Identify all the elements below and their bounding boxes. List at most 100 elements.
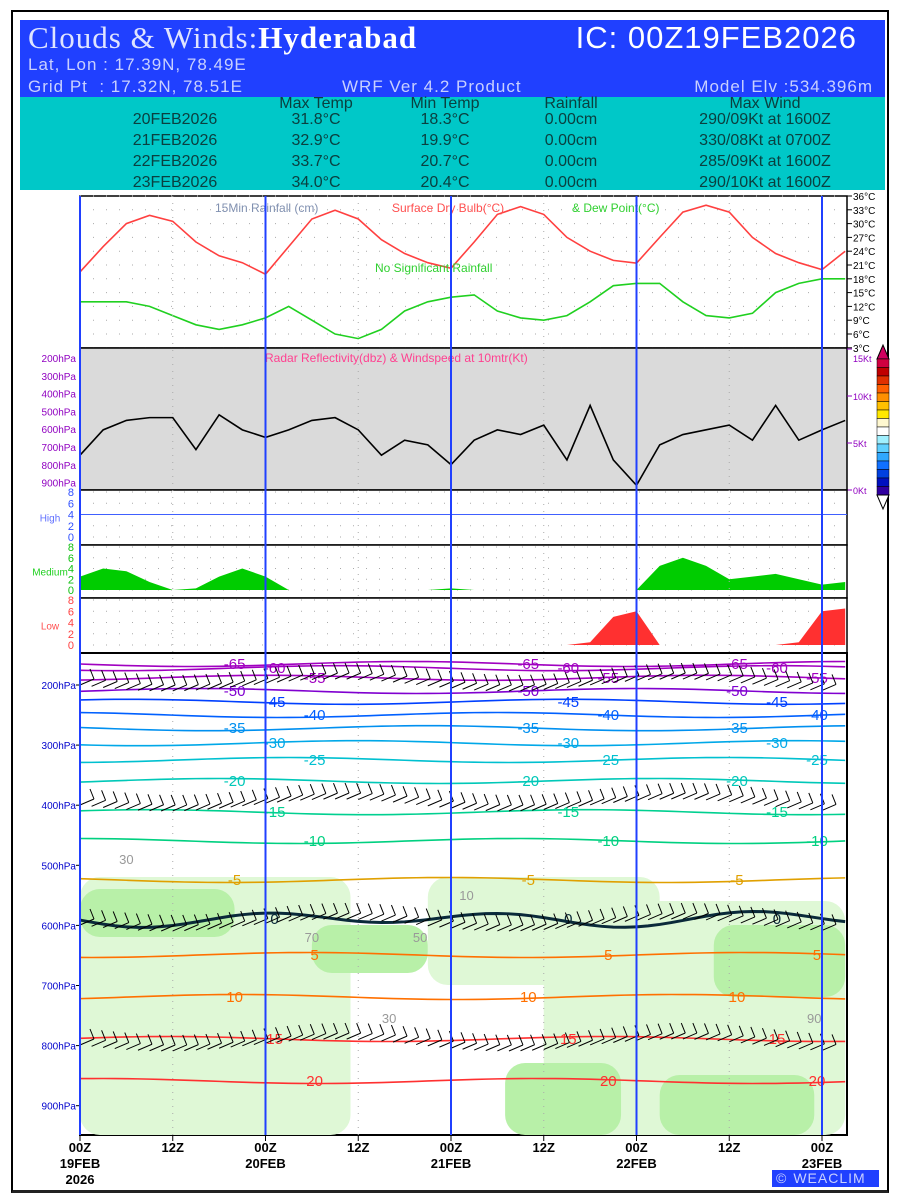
wind-barb (79, 908, 95, 926)
model-product: WRF Ver 4.2 Product (342, 77, 522, 96)
wind-barb (729, 665, 744, 683)
wind-barb (589, 668, 605, 686)
wind-barb (358, 663, 373, 681)
wind-barb (195, 1033, 211, 1051)
wind-barb (300, 1024, 315, 1041)
wind-barb (555, 792, 570, 810)
wind-barb (195, 913, 211, 931)
colorbar-bottom-arrow (876, 494, 890, 511)
cloud-layer-label: Medium (32, 568, 68, 579)
year-label: 2026 (66, 1172, 95, 1187)
wind-barb (729, 1025, 744, 1043)
wind-barb (473, 793, 489, 811)
row-value: 330/08Kt at 0700Z (699, 132, 831, 149)
row-date: 23FEB2026 (132, 174, 218, 191)
wind-barb (172, 794, 188, 812)
wind-barb (91, 910, 107, 927)
wind-barb (508, 674, 524, 692)
wind-barb (462, 793, 478, 810)
colorbar-swatch (876, 401, 890, 411)
legend-rainfall: 15Min Rainfall (cm) (215, 201, 318, 215)
isotherm-label: -50 (517, 683, 539, 700)
cloud-tick: 8 (68, 487, 74, 499)
col-header: Rainfall (544, 95, 598, 112)
isotherm-label: -60 (264, 660, 286, 677)
wind-barb (207, 913, 222, 930)
isotherm-label: -30 (557, 735, 579, 752)
wind-barb (740, 906, 756, 924)
cloud-tick: 0 (68, 640, 74, 652)
wind-barb (520, 794, 536, 812)
wind-barb (647, 783, 663, 801)
isotherm-label: -55 (597, 670, 619, 687)
time-tick-label: 00Z (69, 1140, 91, 1155)
wind-barb (543, 913, 559, 930)
wind-barb (578, 1030, 593, 1047)
wind-barb (91, 1030, 107, 1047)
wind-barb (184, 1034, 199, 1052)
isotherm-line (79, 739, 846, 747)
isotherm-label: -40 (304, 707, 326, 724)
rh-shading (505, 1063, 622, 1135)
wind-barb (694, 783, 709, 800)
wind-barb (334, 662, 350, 680)
wind-barb (555, 1032, 570, 1050)
wind-barb (218, 672, 234, 689)
rh-shading (80, 877, 351, 1135)
wind-barb (91, 790, 107, 807)
wind-barb (276, 665, 292, 683)
wind-barb (392, 665, 408, 683)
wind-barb (300, 904, 315, 921)
wind-barb (566, 791, 582, 808)
wind-barb (392, 1025, 408, 1043)
rh-label: 70 (305, 930, 319, 945)
rh-shading (713, 925, 846, 997)
wind-barb (126, 673, 141, 690)
row-value: 34.0°C (291, 174, 341, 191)
wind-barb (102, 671, 118, 688)
wind-barb (137, 1034, 153, 1051)
wind-barb (798, 792, 814, 810)
time-tick-label: 00Z (440, 1140, 462, 1155)
row-value: 0.00cm (544, 153, 598, 170)
wind-barb (381, 904, 396, 922)
wind-barb (311, 903, 327, 920)
isotherm-label: -40 (597, 707, 619, 724)
wind-barb (346, 782, 362, 800)
wind-barb (230, 1030, 246, 1048)
pressure-label: 500hPa (42, 861, 77, 872)
rh-label: 10 (459, 888, 473, 903)
daily-summary-table: Max Temp Min Temp Rainfall Max Wind 20FE… (20, 95, 885, 191)
credit-text: WEACLIM (793, 1170, 866, 1186)
colorbar-swatch (876, 486, 890, 496)
cloud-tick: 6 (68, 606, 74, 618)
wind-barb (682, 1022, 698, 1040)
wind-barb (416, 1028, 431, 1046)
row-date: 22FEB2026 (132, 153, 218, 170)
isotherm-label: -50 (224, 683, 246, 700)
wind-barb (659, 1023, 675, 1040)
wind-barb (207, 793, 222, 810)
isotherm-label: 20 (306, 1073, 323, 1090)
wind-barb (462, 673, 478, 690)
wind-barb (821, 1034, 837, 1051)
wind-barb (102, 1031, 118, 1048)
row-value: 0.00cm (544, 111, 598, 128)
isotherm-label: -45 (766, 694, 788, 711)
isotherm-label: 20 (600, 1073, 617, 1090)
cloud-layer-label: High (40, 514, 61, 525)
pressure-label: 900hPa (42, 479, 77, 490)
wind-barb (601, 907, 617, 925)
wind-barb (601, 667, 617, 685)
radar-title: Radar Reflectivity(dbz) & Windspeed at 1… (265, 351, 528, 365)
wind-barb (497, 914, 512, 932)
wind-barb (787, 791, 802, 809)
row-value: 20.7°C (420, 153, 470, 170)
colorbar-swatch (876, 409, 890, 419)
wind-barb (265, 907, 280, 924)
isotherm-label: -45 (557, 694, 579, 711)
wind-barb (230, 790, 246, 808)
wind-barb (775, 910, 791, 928)
isotherm-label: -20 (517, 773, 539, 790)
wind-barb (381, 664, 396, 682)
